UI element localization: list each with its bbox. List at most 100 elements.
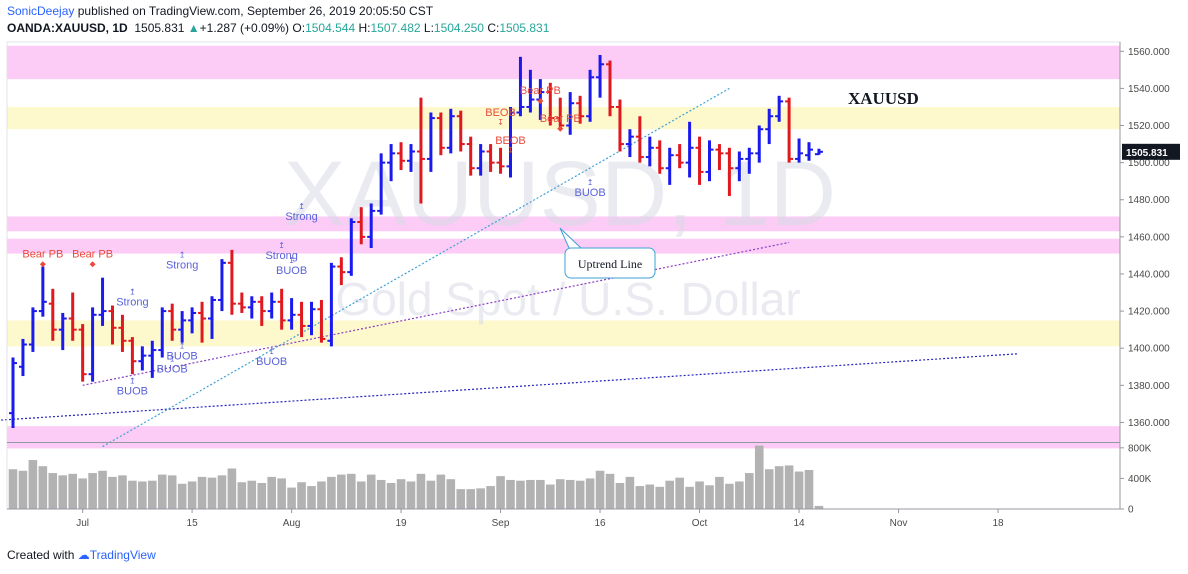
volume-bars xyxy=(8,445,824,509)
callout-pointer xyxy=(559,227,584,251)
volume-bar xyxy=(406,481,416,509)
volume-bar xyxy=(98,470,107,509)
volume-bar xyxy=(675,477,684,509)
volume-bar xyxy=(456,489,466,509)
up-arrow-icon: ▲ xyxy=(187,21,200,35)
signal: Bear PB xyxy=(22,248,63,268)
volume-bar xyxy=(486,486,495,509)
volume-bar xyxy=(466,489,475,509)
volume-bar xyxy=(396,479,406,509)
ohlc-bar xyxy=(695,136,704,185)
ohlc-bar xyxy=(476,144,485,176)
ohlc-bar xyxy=(257,296,266,326)
volume-bar xyxy=(725,483,734,509)
volume-bar xyxy=(217,475,227,509)
volume-bar xyxy=(804,470,814,509)
ohlc-bar xyxy=(446,108,455,154)
volume-bar xyxy=(585,478,595,509)
volume-bar xyxy=(774,466,784,509)
watermark-sub: Gold Spot / U.S. Dollar xyxy=(335,273,800,325)
footer: Created with ☁TradingView xyxy=(7,548,156,562)
volume-bar xyxy=(595,470,605,509)
y-tick-label: 1460.000 xyxy=(1128,232,1170,243)
ohlc-bar xyxy=(178,311,187,343)
volume-bar xyxy=(625,476,635,509)
ohlc-bar xyxy=(217,259,226,312)
volume-bar xyxy=(735,481,744,509)
y-tick-label: 1440.000 xyxy=(1128,269,1170,280)
volume-bar xyxy=(128,480,137,509)
ohlc-bar xyxy=(128,337,137,375)
ohlc-bar xyxy=(546,82,555,126)
volume-bar xyxy=(565,479,575,509)
close-value: 1505.831 xyxy=(499,21,550,35)
x-tick-label: 16 xyxy=(594,518,606,529)
ohlc-bar xyxy=(387,144,396,182)
volume-bar xyxy=(197,476,207,509)
callout-box xyxy=(564,247,656,279)
ohlc-bar xyxy=(486,144,495,172)
x-tick-label: Aug xyxy=(283,518,301,529)
ohlc-bar xyxy=(516,56,525,117)
volume-bar xyxy=(575,480,585,509)
signal-arrow-icon: ↥ xyxy=(169,354,176,363)
signal: ↥Strong xyxy=(166,250,198,271)
volume-tick-label: 400K xyxy=(1128,474,1152,485)
signal: ↥BUOB xyxy=(276,256,307,277)
signal-diamond-icon xyxy=(557,125,564,132)
volume-bar xyxy=(536,479,545,509)
signal-label: BEOB xyxy=(495,135,526,147)
signal: ↥BUOB xyxy=(167,341,198,362)
open-label: O: xyxy=(292,21,306,35)
ohlc-bar xyxy=(586,69,595,122)
signal: ↥BUOB xyxy=(575,178,606,199)
signal-label: Bear PB xyxy=(540,113,581,125)
ohlc-bar xyxy=(237,292,246,313)
watermark: XAUUSD, 1D Gold Spot / U.S. Dollar xyxy=(284,143,836,325)
ohlc-bar xyxy=(138,346,147,371)
last-price-marker xyxy=(1122,143,1180,160)
signal: ↥Strong xyxy=(285,202,317,223)
ohlc-bar xyxy=(615,99,624,152)
author-link[interactable]: SonicDeejay xyxy=(7,4,75,18)
ohlc-bar xyxy=(426,112,435,172)
volume-bar xyxy=(138,481,147,509)
signal-arrow-icon: ↥ xyxy=(298,202,305,211)
signal: ↥BUOB xyxy=(117,377,148,398)
close-label: C: xyxy=(487,21,500,35)
x-tick-label: 19 xyxy=(395,518,407,529)
volume-bar xyxy=(8,469,18,509)
x-tick-label: Jul xyxy=(76,518,89,529)
volume-bar xyxy=(814,505,824,509)
publish-text: published on TradingView.com, September … xyxy=(77,4,434,18)
volume-bar xyxy=(605,473,615,509)
volume-bar xyxy=(257,483,267,509)
volume-bar xyxy=(207,477,217,509)
signal-label: BUOB xyxy=(256,356,287,368)
ohlc-bar xyxy=(775,95,784,122)
ohlc-bar xyxy=(9,357,17,429)
signal-arrow-icon: ↥ xyxy=(268,347,275,356)
low-label: L: xyxy=(423,21,434,35)
volume-bar xyxy=(754,445,764,509)
signal-arrow-icon: ↥ xyxy=(587,178,594,187)
signal-diamond-icon xyxy=(39,261,46,268)
volume-bar xyxy=(287,487,296,509)
volume-bar xyxy=(506,479,515,509)
volume-bar xyxy=(745,473,754,509)
y-tick-label: 1540.000 xyxy=(1128,84,1170,95)
signal: Bear PB xyxy=(520,85,561,104)
ohlc-bar xyxy=(785,97,794,163)
trend-line-light xyxy=(102,87,730,448)
x-tick-label: 14 xyxy=(793,518,805,529)
y-tick-label: 1500.000 xyxy=(1128,158,1170,169)
signal-label: Bear PB xyxy=(520,85,561,97)
ohlc-bar xyxy=(635,116,644,163)
brand-link[interactable]: TradingView xyxy=(89,548,156,562)
last-price: 1505.831 xyxy=(134,21,185,35)
ohlc-bar xyxy=(317,299,326,343)
ohlc-bar xyxy=(108,305,117,345)
volume-bar xyxy=(426,480,436,509)
volume-bar xyxy=(167,475,177,509)
